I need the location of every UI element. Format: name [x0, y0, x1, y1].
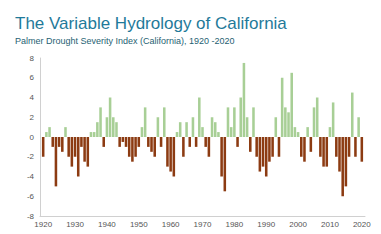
- svg-text:1980: 1980: [225, 220, 243, 229]
- svg-text:8: 8: [30, 54, 35, 63]
- svg-text:1970: 1970: [194, 220, 212, 229]
- svg-text:2020: 2020: [353, 220, 371, 229]
- svg-text:-8: -8: [26, 211, 34, 221]
- svg-text:-4: -4: [27, 172, 35, 181]
- svg-text:1950: 1950: [130, 220, 148, 229]
- svg-text:2000: 2000: [289, 220, 307, 229]
- svg-text:2010: 2010: [321, 220, 339, 229]
- svg-text:1960: 1960: [162, 220, 180, 229]
- svg-text:0: 0: [30, 133, 35, 142]
- svg-text:The Variable Hydrology of Cali: The Variable Hydrology of California: [15, 14, 287, 33]
- svg-text:1920: 1920: [34, 220, 52, 229]
- svg-text:4: 4: [30, 93, 35, 102]
- svg-text:2: 2: [30, 113, 35, 122]
- svg-text:1990: 1990: [257, 220, 275, 229]
- svg-text:1930: 1930: [66, 220, 84, 229]
- svg-text:1940: 1940: [98, 220, 116, 229]
- svg-text:6: 6: [30, 73, 35, 82]
- svg-text:-2: -2: [27, 152, 35, 161]
- svg-text:Palmer Drought Severity Index: Palmer Drought Severity Index (Californi…: [15, 36, 235, 46]
- svg-text:-6: -6: [27, 192, 35, 201]
